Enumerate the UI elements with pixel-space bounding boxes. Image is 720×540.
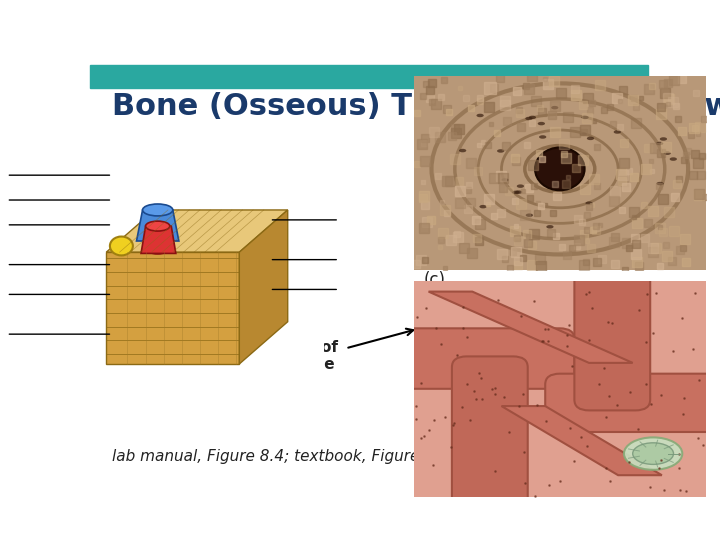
Ellipse shape [633,443,673,464]
Polygon shape [501,406,662,475]
Polygon shape [428,292,633,363]
Ellipse shape [145,221,170,231]
Ellipse shape [551,106,559,110]
Ellipse shape [459,149,467,152]
Text: (b): (b) [112,340,142,358]
Ellipse shape [585,201,593,205]
Polygon shape [141,226,176,253]
Ellipse shape [145,243,170,254]
Polygon shape [107,210,288,252]
Ellipse shape [143,204,173,216]
Ellipse shape [517,184,524,188]
Ellipse shape [539,135,546,139]
Ellipse shape [664,151,671,155]
FancyBboxPatch shape [575,259,650,410]
Ellipse shape [657,182,664,185]
Ellipse shape [515,191,522,194]
Ellipse shape [613,130,621,134]
Polygon shape [137,210,179,241]
Ellipse shape [656,141,663,145]
Ellipse shape [513,191,520,194]
FancyBboxPatch shape [545,374,720,432]
Ellipse shape [501,178,508,181]
Polygon shape [107,252,239,364]
Text: Bone (Osseous) Tissue: semi-review: Bone (Osseous) Tissue: semi-review [112,92,720,121]
Ellipse shape [480,205,487,208]
Ellipse shape [624,437,683,470]
Text: Cells:: Cells: [112,140,163,158]
Ellipse shape [143,227,173,240]
FancyBboxPatch shape [384,328,575,389]
Text: Trabeculae of
spongy bone: Trabeculae of spongy bone [222,340,338,372]
Text: Extracellular Matrix:: Extracellular Matrix: [112,165,304,183]
Ellipse shape [660,137,667,141]
Ellipse shape [546,225,554,228]
Ellipse shape [526,213,533,217]
Ellipse shape [580,132,588,136]
Text: lab manual, Figure 8.4; textbook, Figure 6-7: lab manual, Figure 8.4; textbook, Figure… [112,449,449,464]
Ellipse shape [528,116,536,119]
Ellipse shape [670,157,677,161]
Ellipse shape [538,122,545,125]
FancyBboxPatch shape [452,356,528,518]
Ellipse shape [497,149,504,153]
Circle shape [110,237,133,255]
Ellipse shape [526,117,533,120]
Ellipse shape [582,116,589,119]
Text: (c): (c) [423,271,446,288]
Ellipse shape [535,147,585,190]
Polygon shape [239,210,288,364]
Ellipse shape [477,114,484,117]
Bar [90,65,648,87]
Ellipse shape [587,137,594,140]
